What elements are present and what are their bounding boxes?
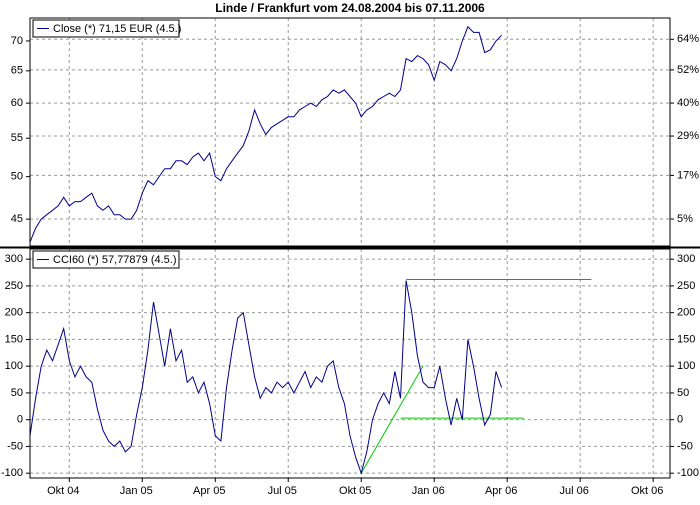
y2-tick-label: 29%: [677, 130, 699, 142]
y-tick-label: 200: [5, 307, 23, 319]
y2-tick-label: 250: [677, 280, 695, 292]
legend-box: [32, 250, 180, 269]
y2-tick-label: 150: [677, 333, 695, 345]
y-tick-label: 300: [5, 253, 23, 265]
y2-tick-label: 200: [677, 307, 695, 319]
y2-tick-label: -50: [677, 440, 693, 452]
y2-tick-label: 52%: [677, 64, 699, 76]
legend: Close (*) 71,15 EUR (4.5.): [32, 19, 181, 38]
y-tick-label: 45: [11, 213, 23, 225]
plot-area: [30, 18, 670, 246]
x-tick-label: Jul 05: [268, 485, 297, 497]
x-tick-label: Okt 04: [47, 485, 79, 497]
x-tick-label: Apr 06: [485, 485, 517, 497]
data-line: [29, 25, 502, 243]
legend-label: Close (*) 71,15 EUR (4.5.): [53, 23, 181, 35]
y-tick-label: 100: [5, 360, 23, 372]
legend-box: [32, 19, 180, 38]
x-tick-label: Okt 06: [631, 485, 663, 497]
y-tick-label: 250: [5, 280, 23, 292]
y-tick-label: -50: [7, 440, 23, 452]
x-tick-label: Okt 05: [339, 485, 371, 497]
y-tick-label: 0: [17, 414, 23, 426]
plot-area: [30, 249, 670, 478]
y-tick-label: 70: [11, 35, 23, 47]
y2-tick-label: 40%: [677, 97, 699, 109]
y-tick-label: 50: [11, 171, 23, 183]
y-tick-label: 150: [5, 333, 23, 345]
y-tick-label: 55: [11, 132, 23, 144]
y-tick-label: -100: [1, 467, 23, 479]
y2-tick-label: 100: [677, 360, 695, 372]
y2-tick-label: 0: [677, 414, 683, 426]
plot-frame: [29, 248, 671, 479]
y-tick-label: 50: [11, 387, 23, 399]
chart-title: Linde / Frankfurt vom 24.08.2004 bis 07.…: [215, 1, 485, 15]
x-tick-label: Jan 06: [412, 485, 445, 497]
y2-tick-label: 64%: [677, 33, 699, 45]
legend-label: CCI60 (*) 57,77879 (4.5.): [53, 254, 177, 266]
x-tick-label: Jul 06: [559, 485, 588, 497]
x-tick-label: Apr 05: [193, 485, 225, 497]
plot-frame: [29, 17, 671, 247]
x-tick-label: Jan 05: [120, 485, 153, 497]
y-tick-label: 60: [11, 97, 23, 109]
legend: CCI60 (*) 57,77879 (4.5.): [32, 250, 180, 269]
y2-tick-label: 300: [677, 253, 695, 265]
y2-tick-label: 17%: [677, 169, 699, 181]
y2-tick-label: 5%: [677, 213, 693, 225]
y2-tick-label: -100: [677, 467, 699, 479]
data-line: [29, 280, 503, 475]
trend-line: [360, 365, 424, 474]
y2-tick-label: 50: [677, 387, 689, 399]
y-tick-label: 65: [11, 65, 23, 77]
